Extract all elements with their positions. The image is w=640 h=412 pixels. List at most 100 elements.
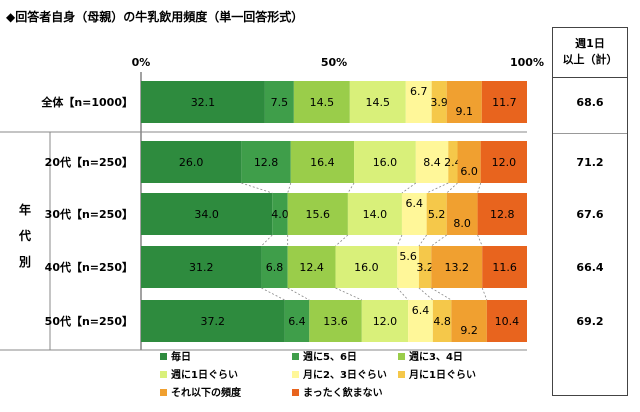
bar-segment xyxy=(354,141,416,183)
connector-line xyxy=(347,182,355,194)
bar-segment xyxy=(141,300,285,342)
bar-segment xyxy=(264,81,294,123)
bar-value-label: 15.6 xyxy=(306,208,331,221)
bar-value-label: 37.2 xyxy=(201,315,226,328)
bar-value-label: 4.0 xyxy=(271,208,289,221)
bar-segment xyxy=(349,81,406,123)
bar-segment xyxy=(241,141,291,183)
bar-value-label: 16.0 xyxy=(373,156,398,169)
connector-line xyxy=(426,182,449,194)
bar-value-label: 14.0 xyxy=(363,208,388,221)
bar-value-label: 12.8 xyxy=(254,156,279,169)
connector-line xyxy=(431,234,447,247)
group-label-char: 代 xyxy=(18,228,31,243)
bar-segment xyxy=(451,300,487,342)
connector-line xyxy=(396,234,403,247)
bar-segment xyxy=(432,300,452,342)
x-tick-label: 50% xyxy=(321,56,347,69)
bar-segment xyxy=(480,141,527,183)
bar-segment xyxy=(287,246,336,288)
connector-line xyxy=(335,287,362,301)
bar-value-label: 14.5 xyxy=(310,96,335,109)
bar-value-label: 14.5 xyxy=(366,96,391,109)
weekly-total-value: 66.4 xyxy=(576,261,604,274)
bar-value-label: 9.2 xyxy=(460,324,478,337)
bar-segment xyxy=(272,193,288,235)
bar-segment xyxy=(418,246,432,288)
bar-value-label: 13.2 xyxy=(444,261,469,274)
category-label: 全体【n=1000】 xyxy=(40,95,133,109)
bar-segment xyxy=(415,141,449,183)
bar-value-label: 6.4 xyxy=(406,197,424,210)
bar-segment xyxy=(426,193,447,235)
bar-value-label: 7.5 xyxy=(271,96,289,109)
connector-line xyxy=(477,234,483,247)
group-label-char: 年 xyxy=(19,202,31,217)
bar-value-label: 34.0 xyxy=(194,208,219,221)
bar-value-label: 16.0 xyxy=(354,261,379,274)
category-label: 40代【n=250】 xyxy=(45,260,133,274)
bar-value-label: 5.6 xyxy=(399,250,417,263)
bar-value-label: 8.4 xyxy=(423,156,441,169)
bar-value-label: 4.8 xyxy=(433,315,451,328)
weekly-total-value: 67.6 xyxy=(576,208,604,221)
bar-segment xyxy=(293,81,350,123)
x-tick-label: 100% xyxy=(510,56,544,69)
connector-line xyxy=(446,182,458,194)
weekly-total-value: 69.2 xyxy=(576,315,604,328)
bar-value-label: 6.4 xyxy=(412,304,430,317)
bar-value-label: 8.0 xyxy=(453,217,471,230)
bar-segment xyxy=(141,193,273,235)
bar-segment xyxy=(141,141,242,183)
bar-value-label: 12.8 xyxy=(490,208,515,221)
category-label: 20代【n=250】 xyxy=(45,155,133,169)
bar-segment xyxy=(261,246,288,288)
bar-segment xyxy=(141,81,265,123)
bar-value-label: 6.0 xyxy=(460,165,478,178)
connector-line xyxy=(397,287,409,301)
bar-segment xyxy=(397,246,419,288)
bar-value-label: 32.1 xyxy=(191,96,216,109)
bar-segment xyxy=(361,300,409,342)
bar-segment xyxy=(408,300,433,342)
stacked-bar-chart: 0% 50% 100% 年代別 全体【n=1000】 32.1 7.5 14.5 14.5 6.7… xyxy=(0,56,544,351)
bar-segment xyxy=(405,81,432,123)
connector-line xyxy=(477,182,482,194)
weekly-total-header-line1: 週1日 xyxy=(575,37,605,50)
bar-segment xyxy=(287,193,348,235)
bar-segment xyxy=(481,81,527,123)
category-label: 50代【n=250】 xyxy=(45,314,133,328)
bar-value-label: 10.4 xyxy=(495,315,520,328)
connector-line xyxy=(431,287,452,301)
bar-segment xyxy=(284,300,310,342)
bar-segment xyxy=(141,246,262,288)
bar-value-label: 31.2 xyxy=(189,261,214,274)
bar-value-label: 3.9 xyxy=(430,96,448,109)
bar-value-label: 5.2 xyxy=(428,208,446,221)
bar-segment xyxy=(448,141,458,183)
connector-line xyxy=(287,287,310,301)
category-label: 30代【n=250】 xyxy=(45,207,133,221)
bar-value-label: 11.7 xyxy=(492,96,517,109)
bar-value-label: 26.0 xyxy=(179,156,204,169)
weekly-total-value: 68.6 xyxy=(576,96,604,109)
connector-line xyxy=(481,287,488,301)
weekly-total-header-line2: 以上（計） xyxy=(562,53,618,66)
connector-line xyxy=(261,287,285,301)
connector-line xyxy=(418,234,427,247)
bar-value-label: 6.7 xyxy=(410,85,428,98)
connector-line xyxy=(261,234,273,247)
connector-line xyxy=(335,234,349,247)
bar-value-label: 3.2 xyxy=(416,261,434,274)
connector-line xyxy=(287,182,292,194)
bar-segment xyxy=(431,246,483,288)
bar-value-label: 6.8 xyxy=(266,261,284,274)
bar-segment xyxy=(486,300,527,342)
connector-line xyxy=(241,182,273,194)
bar-segment xyxy=(309,300,362,342)
bar-value-label: 2.4 xyxy=(444,156,462,169)
bar-segment xyxy=(335,246,398,288)
bar-value-label: 9.1 xyxy=(456,105,474,118)
bar-value-label: 6.4 xyxy=(288,315,306,328)
bar-segment xyxy=(446,193,478,235)
